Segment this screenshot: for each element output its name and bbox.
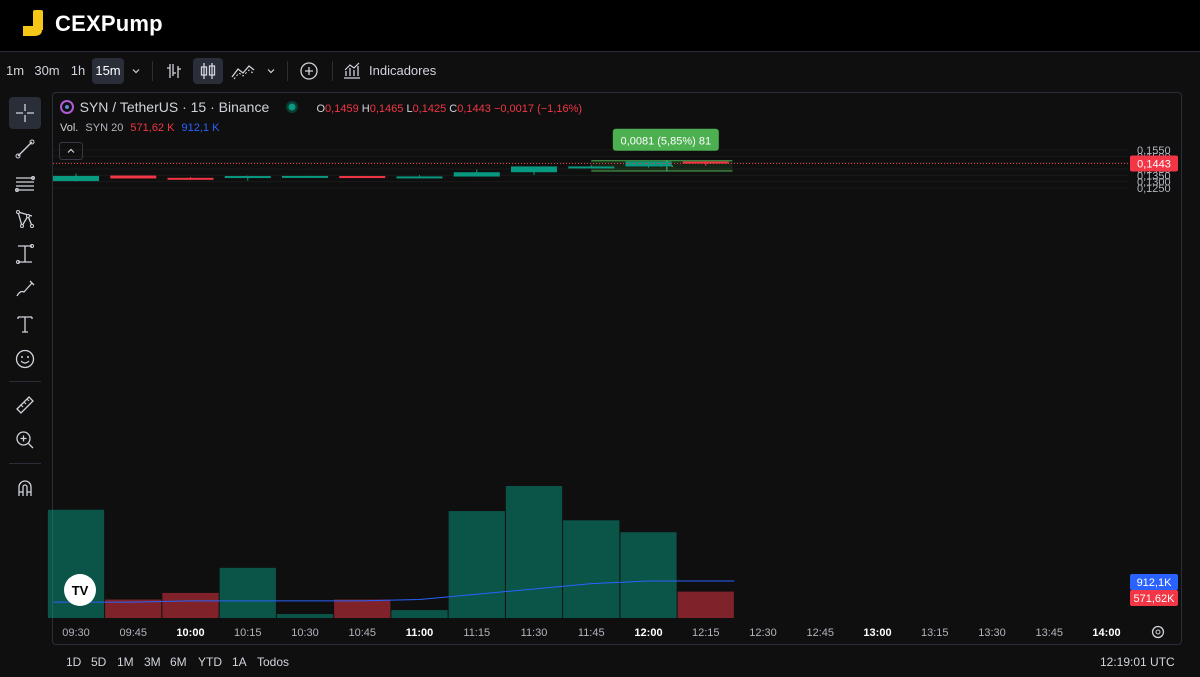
- symbol-title[interactable]: SYN / TetherUS · 15 · Binance: [79, 99, 270, 115]
- emoji-tool[interactable]: [9, 343, 41, 375]
- measure-range-tool[interactable]: [9, 238, 41, 270]
- toolbar-divider: [152, 61, 153, 81]
- chevron-up-icon: [67, 148, 75, 153]
- toolbar-divider: [332, 61, 333, 81]
- volume-ma-value: 912,1 K: [181, 122, 220, 134]
- open-label: O: [316, 103, 326, 115]
- pattern-icon: [16, 210, 34, 228]
- brand-header: CEXPump: [0, 0, 1200, 50]
- binance-coin-icon: [60, 100, 74, 114]
- interval-dropdown-button[interactable]: [127, 58, 145, 84]
- interval-30m-button[interactable]: 30m: [34, 63, 60, 78]
- area-chart-type-button[interactable]: [229, 58, 257, 84]
- symbol-legend[interactable]: SYN / TetherUS · 15 · Binance O0,1459 H0…: [60, 97, 582, 117]
- text-tool[interactable]: [9, 308, 41, 340]
- smiley-icon: [15, 349, 35, 369]
- range-bar: 1D 5D 1M 3M 6M YTD 1A Todos 12:19:01 UTC: [52, 647, 1200, 677]
- ruler-tool[interactable]: [9, 389, 41, 421]
- magnet-tool[interactable]: [9, 472, 41, 504]
- indicators-button[interactable]: Indicadores: [340, 58, 440, 84]
- clock-display[interactable]: 12:19:01 UTC: [1100, 655, 1175, 669]
- range-1d-button[interactable]: 1D: [66, 655, 82, 669]
- date-price-range-icon: [16, 244, 34, 264]
- close-label: C: [449, 103, 458, 115]
- area-chart-icon: [231, 65, 255, 80]
- chart-type-dropdown-button[interactable]: [262, 58, 280, 84]
- interval-1m-button[interactable]: 1m: [5, 63, 25, 78]
- chart-pane[interactable]: [52, 92, 1182, 645]
- plus-circle-icon: [300, 62, 318, 80]
- range-1a-button[interactable]: 1A: [232, 655, 247, 669]
- candles-icon: [200, 63, 216, 79]
- interval-15m-button[interactable]: 15m: [92, 58, 124, 84]
- range-5d-button[interactable]: 5D: [91, 655, 107, 669]
- brand-name: CEXPump: [55, 11, 163, 36]
- high-value: 0,1465: [369, 103, 404, 115]
- volume-label: Vol.: [60, 122, 79, 134]
- indicators-label: Indicadores: [369, 63, 437, 78]
- candles-chart-type-button[interactable]: [193, 58, 223, 84]
- volume-legend[interactable]: Vol. SYN 20 571,62 K 912,1 K: [60, 119, 219, 137]
- brush-tool[interactable]: [9, 273, 41, 305]
- toolbar-divider: [9, 463, 41, 464]
- zoom-in-tool[interactable]: [9, 424, 41, 456]
- change-value: −0,0017 (−1,16%): [493, 103, 583, 115]
- interval-1h-button[interactable]: 1h: [70, 63, 86, 78]
- trend-line-icon: [15, 139, 35, 159]
- crosshair-tool[interactable]: [9, 97, 41, 129]
- close-value: 0,1443: [457, 103, 491, 115]
- toolbar-divider: [9, 381, 41, 382]
- bar-chart-type-button[interactable]: [161, 58, 187, 84]
- open-value: 0,1459: [325, 103, 359, 115]
- drawing-toolbar: [0, 92, 50, 677]
- fib-lines-icon: [15, 176, 35, 192]
- zoom-in-icon: [16, 431, 34, 449]
- range-all-button[interactable]: Todos: [257, 655, 290, 669]
- low-label: L: [406, 103, 413, 115]
- volume-symbol: SYN 20: [85, 122, 124, 134]
- cexpump-logo-icon: [23, 10, 43, 36]
- text-icon: [17, 316, 33, 333]
- pattern-tool[interactable]: [9, 203, 41, 235]
- range-ytd-button[interactable]: YTD: [198, 655, 222, 669]
- top-toolbar: 1m 30m 1h 15m Indicadores: [0, 51, 1200, 90]
- chevron-down-icon: [132, 69, 140, 74]
- market-open-status-icon: [285, 101, 298, 113]
- collapse-legend-button[interactable]: [59, 142, 83, 160]
- range-6m-button[interactable]: 6M: [170, 655, 187, 669]
- range-3m-button[interactable]: 3M: [144, 655, 161, 669]
- compare-symbol-button[interactable]: [295, 58, 323, 84]
- volume-value: 571,62 K: [130, 122, 175, 134]
- magnet-icon: [18, 480, 32, 496]
- ruler-icon: [16, 396, 34, 414]
- brush-icon: [16, 280, 35, 297]
- high-label: H: [361, 103, 370, 115]
- toolbar-divider: [287, 61, 288, 81]
- bars-icon: [167, 64, 181, 78]
- trend-line-tool[interactable]: [9, 133, 41, 165]
- low-value: 0,1425: [412, 103, 447, 115]
- range-1m-button[interactable]: 1M: [117, 655, 134, 669]
- fib-retracement-tool[interactable]: [9, 168, 41, 200]
- crosshair-icon: [16, 104, 34, 122]
- indicators-icon: [344, 62, 360, 79]
- chevron-down-icon: [267, 69, 275, 74]
